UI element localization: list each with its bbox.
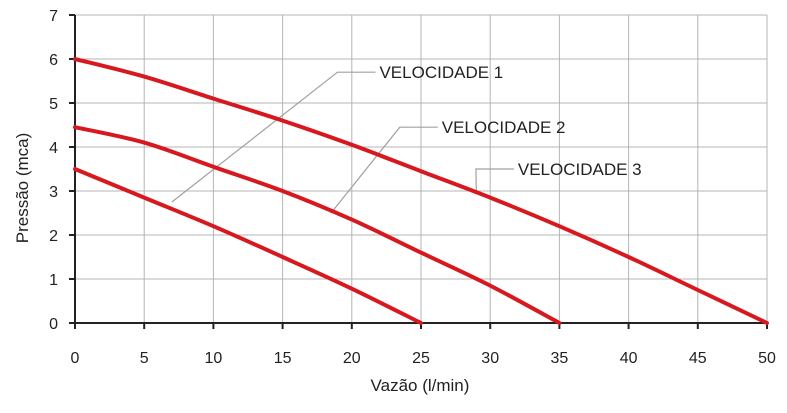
x-tick-label: 0 [71,350,80,367]
y-tick-label: 0 [49,316,58,333]
x-tick-label: 35 [551,350,569,367]
series-label-velocidade-3: VELOCIDADE 3 [518,160,642,179]
y-axis-title: Pressão (mca) [13,133,32,244]
grid [75,14,768,323]
y-tick-label: 5 [49,96,58,113]
callout-leader-line [330,126,438,214]
y-tick-label: 3 [49,184,58,201]
x-tick-label: 10 [205,350,223,367]
x-tick-label: 20 [343,350,361,367]
y-tick-label: 6 [49,52,58,69]
callout-leader-line [475,168,514,192]
series-line-velocidade-3 [73,57,769,325]
x-tick-label: 30 [481,350,499,367]
y-tick-label: 4 [49,140,58,157]
x-tick-label: 50 [758,350,776,367]
y-tick-label: 1 [49,272,58,289]
y-tick-label: 7 [49,8,58,25]
series-line-velocidade-1 [73,167,423,325]
x-axis-title: Vazão (l/min) [371,376,470,395]
series-line-velocidade-2 [73,125,562,325]
x-tick-label: 45 [689,350,707,367]
callout-labels: VELOCIDADE 1 VELOCIDADE 2 VELOCIDADE 3 [379,63,641,179]
x-tick-label: 15 [274,350,292,367]
x-tick-label: 40 [620,350,638,367]
y-tick-label: 2 [49,228,58,245]
x-tick-label: 5 [140,350,149,367]
x-tick-label: 25 [412,350,430,367]
series-lines [73,57,769,325]
callout-leader-line [171,71,376,203]
series-label-velocidade-1: VELOCIDADE 1 [379,63,503,82]
callout-leaders [171,71,514,214]
series-label-velocidade-2: VELOCIDADE 2 [442,118,566,137]
